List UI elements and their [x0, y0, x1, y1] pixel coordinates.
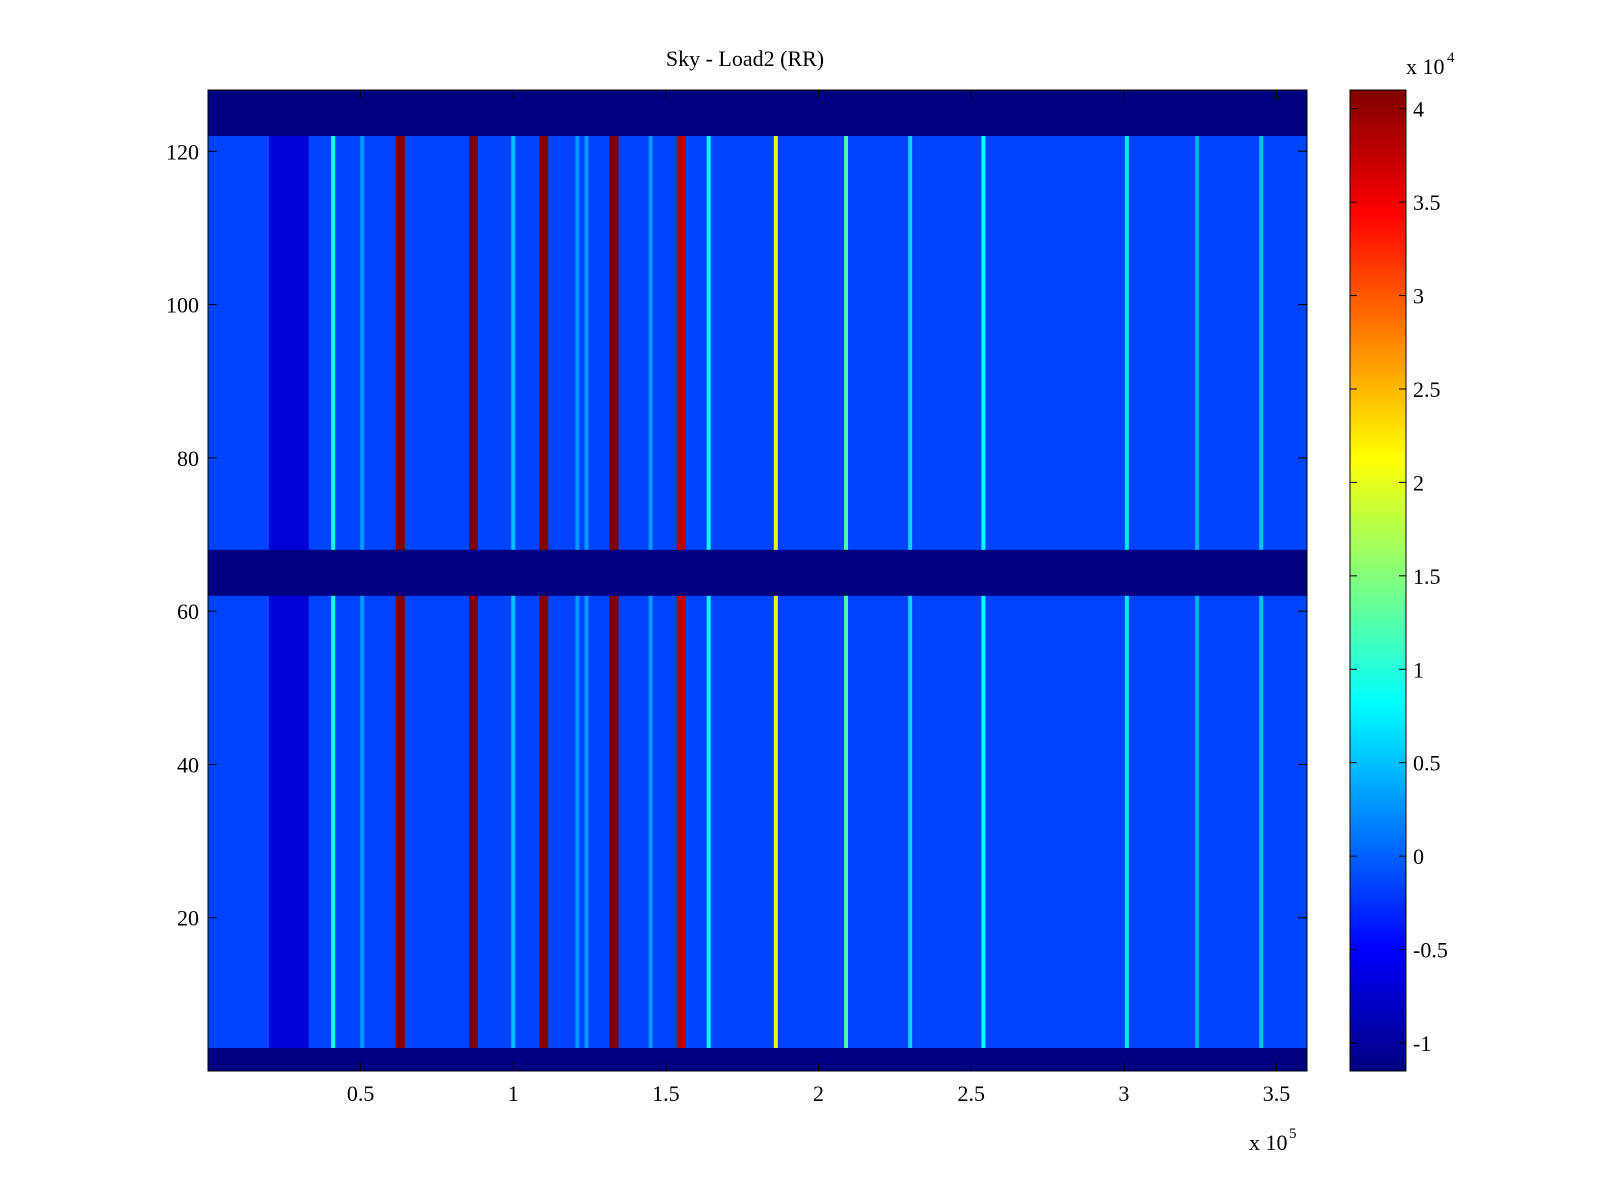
y-tick-label: 120	[166, 139, 199, 164]
flagged-row-band	[208, 1048, 1307, 1071]
y-tick-label: 80	[177, 446, 199, 471]
x-axis: 0.5 1 1.5 2 2.5 3 3.5	[347, 90, 1290, 1106]
colorbar-tick-label: 2.5	[1413, 377, 1441, 402]
x-tick-label: 0.5	[347, 1081, 375, 1106]
colorbar-tick-label: 3	[1413, 284, 1424, 309]
chart-title: Sky - Load2 (RR)	[666, 46, 824, 71]
x-tick-label: 1.5	[652, 1081, 680, 1106]
colorbar-tick-label: 4	[1413, 97, 1424, 122]
y-tick-label: 100	[166, 293, 199, 318]
colorbar-tick-label: -0.5	[1413, 938, 1448, 963]
x-tick-label: 1	[508, 1081, 519, 1106]
colorbar-tick-label: 2	[1413, 470, 1424, 495]
plot-frame	[207, 89, 1308, 1072]
x-multiplier-exponent: 5	[1289, 1126, 1297, 1142]
colorbar-tick-label: -1	[1413, 1031, 1431, 1056]
heatmap-area	[207, 89, 1308, 1072]
x-multiplier: x 10 5	[1249, 1126, 1297, 1155]
x-tick-label: 3.5	[1263, 1081, 1291, 1106]
colorbar-multiplier-exponent: 4	[1447, 50, 1455, 66]
colorbar-multiplier-base: x 10	[1406, 54, 1445, 79]
flagged-row-band	[208, 90, 1307, 136]
y-tick-label: 60	[177, 599, 199, 624]
y-tick-label: 40	[177, 752, 199, 777]
colorbar-ticks: -1 -0.5 0 0.5 1 1.5 2 2.5 3 3.5 4	[1350, 97, 1448, 1056]
colorbar-tick-label: 0.5	[1413, 751, 1441, 776]
x-tick-label: 2.5	[957, 1081, 985, 1106]
colorbar: -1 -0.5 0 0.5 1 1.5 2 2.5 3 3.5 4 x 10 4	[1349, 50, 1455, 1072]
y-tick-label: 20	[177, 906, 199, 931]
colorbar-tick-label: 3.5	[1413, 190, 1441, 215]
colorbar-tick-label: 1.5	[1413, 564, 1441, 589]
x-tick-label: 3	[1118, 1081, 1129, 1106]
colorbar-tick-label: 1	[1413, 657, 1424, 682]
x-multiplier-base: x 10	[1249, 1130, 1288, 1155]
heatmap-flagged-rows	[208, 90, 1307, 1071]
x-tick-label: 2	[813, 1081, 824, 1106]
colorbar-gradient	[1349, 89, 1407, 1072]
colorbar-tick-label: 0	[1413, 844, 1424, 869]
y-axis: 20 40 60 80 100 120	[166, 139, 1307, 931]
flagged-row-band	[208, 549, 1307, 596]
